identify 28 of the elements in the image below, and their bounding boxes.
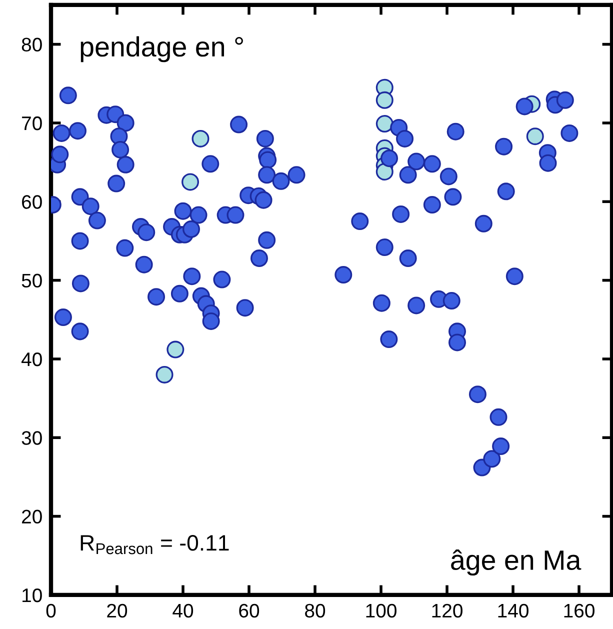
x-tick-label: 80	[305, 604, 326, 618]
x-tick-label: 140	[498, 604, 528, 618]
y-axis-title: pendage en °	[80, 36, 243, 62]
point	[182, 173, 200, 191]
x-tick-label: 20	[107, 604, 128, 618]
y-tick-label: 50	[22, 274, 42, 288]
y-tick-label: 60	[22, 195, 42, 209]
x-tick-label: 0	[46, 604, 56, 618]
annotation: R$_{Pearson}$ = -0.11	[80, 535, 229, 554]
x-tick-label: 40	[172, 604, 194, 618]
point	[156, 366, 174, 384]
x-axis-title: âge en Ma	[451, 550, 582, 576]
point	[376, 91, 394, 109]
point	[376, 162, 394, 180]
y-tick-label: 40	[21, 352, 42, 366]
point	[166, 340, 184, 358]
x-tick-label: 60	[239, 604, 260, 618]
y-tick-label: 10	[22, 588, 42, 602]
y-tick-label: 80	[22, 38, 42, 52]
point	[376, 115, 394, 133]
y-tick-label: 20	[22, 510, 42, 524]
point	[192, 130, 210, 148]
x-tick-label: 120	[432, 604, 462, 618]
x-tick-label: 160	[564, 604, 594, 618]
y-tick-label: 30	[22, 431, 42, 445]
x-tick-label: 100	[366, 604, 396, 618]
point	[526, 128, 544, 146]
y-tick-label: 70	[22, 116, 42, 130]
